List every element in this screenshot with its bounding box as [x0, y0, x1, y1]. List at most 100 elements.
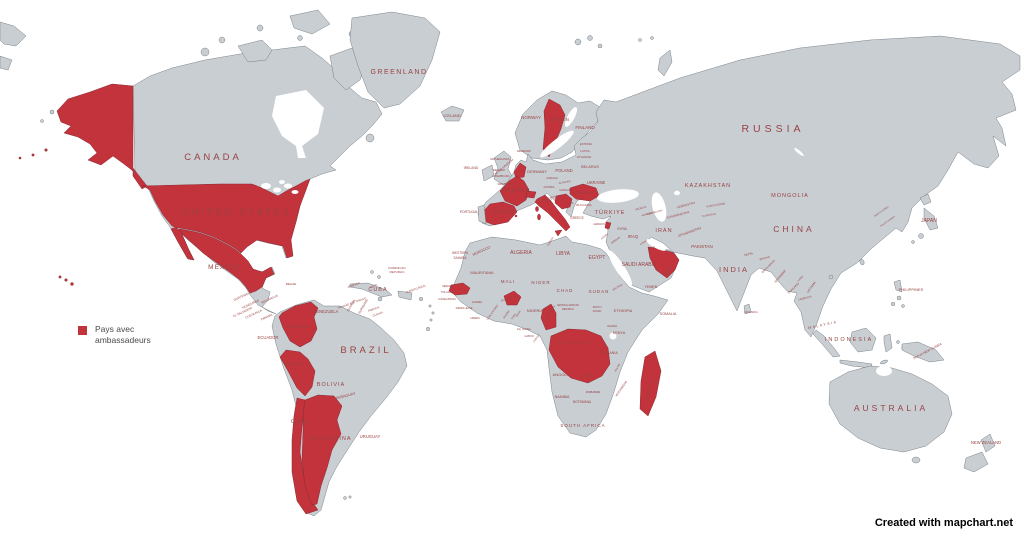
map-label-south-africa: SOUTH AFRICA — [560, 423, 605, 428]
island-falkland — [343, 496, 347, 500]
country-spain — [481, 201, 518, 226]
map-label-haiti: HAITI — [369, 283, 378, 289]
island-aleutian — [44, 148, 48, 152]
map-label-portugal: PORTUGAL — [460, 210, 479, 214]
map-label-laos: LAOS — [796, 274, 804, 282]
map-label-bolivia: BOLIVIA — [317, 382, 345, 388]
island-dot — [40, 119, 44, 123]
gulf-of-bothnia — [564, 107, 578, 127]
legend-label-line1: Pays avec — [95, 324, 135, 334]
map-label-zambia: ZAMBIA — [579, 374, 593, 378]
island-falkland — [348, 495, 352, 499]
map-label-peru: PERU — [285, 362, 304, 368]
island-kyushu — [918, 233, 924, 239]
map-label-kazakhstan: KAZAKHSTAN — [685, 183, 731, 189]
map-label-poland: POLAND — [555, 168, 572, 173]
country-mexico — [178, 228, 275, 294]
map-label-norway: NORWAY — [521, 115, 541, 120]
island-philippines-dot — [890, 301, 896, 307]
lake-victoria — [609, 332, 617, 340]
country-mexico-baja — [170, 226, 195, 261]
country-chile — [291, 397, 319, 515]
island-honshu — [923, 207, 939, 231]
map-label-belarus: BELARUS — [581, 165, 599, 169]
island-hokkaido — [919, 193, 932, 206]
island-sardinia — [537, 213, 541, 221]
map-label-guyana: GUYANA — [346, 298, 357, 312]
map-label-ukraine: UKRAINE — [587, 180, 606, 185]
map-label-spain: SPAIN — [493, 210, 516, 216]
map-label-cambodia: CAMBODIA — [798, 294, 813, 302]
map-label-benin: BENIN — [516, 310, 522, 317]
map-label-china: CHINA — [773, 224, 814, 234]
map-label-argentina: ARGENTINA — [310, 436, 351, 442]
island-sicily — [554, 229, 563, 237]
island-timor — [879, 359, 889, 365]
map-label-algeria: ALGERIA — [510, 250, 532, 256]
map-label-israel: ISRAEL — [600, 232, 609, 240]
map-label-czechia: CZECHIA — [546, 176, 558, 180]
water-layer — [261, 90, 892, 376]
map-label-jamaica: JAMAICA — [347, 281, 361, 289]
island-jamaica — [377, 296, 383, 302]
island-dot — [370, 270, 374, 274]
country-portugal — [477, 204, 487, 225]
map-label-iran: IRAN — [655, 228, 672, 234]
map-label-tajikistan: TAJIKISTAN — [701, 212, 716, 218]
map-label-cuba: CUBA — [368, 287, 387, 293]
baltic-sea — [540, 130, 574, 158]
landmass-layer — [0, 9, 1021, 517]
map-label-azerbaijan: AZERBAIJAN — [647, 209, 663, 216]
map-label-united-states: UNITED STATES — [183, 207, 292, 217]
map-label-australia: AUSTRALIA — [854, 403, 928, 413]
island-dot — [297, 35, 303, 41]
map-label-mongolia: MONGOLIA — [771, 193, 809, 199]
map-label-belize: BELIZE — [286, 282, 296, 286]
map-label-sudan: SUDAN — [593, 310, 602, 313]
country-switzerland — [525, 190, 537, 199]
island-dot — [431, 311, 435, 315]
map-label-morocco: MOROCCO — [472, 245, 491, 257]
island-dot — [200, 47, 210, 57]
map-label-dr-congo: DR CONGO — [558, 340, 591, 345]
great-lakes — [273, 187, 281, 193]
map-label-eq-guinea: EQ. GUINEA — [517, 328, 531, 331]
map-label-vietnam: VIETNAM — [806, 280, 817, 294]
aral-sea — [674, 190, 680, 196]
map-label-guinea: GUINEA — [472, 300, 483, 304]
map-label-zimbabwe: ZIMBABWE — [586, 390, 601, 394]
great-lakes — [261, 183, 271, 189]
map-label-sweden: SWEDEN — [549, 117, 569, 122]
island-hawaii — [58, 275, 62, 279]
map-label-egypt: EGYPT — [589, 255, 606, 261]
map-label-venezuela: VENEZUELA — [314, 309, 339, 314]
map-label-france: FRANCE — [502, 188, 531, 194]
map-label-luxembourg: LUXEMBOURG — [492, 175, 509, 178]
map-label-georgia: GEORGIA — [635, 205, 647, 211]
map-label-t-rkiye: TÜRKIYE — [595, 209, 626, 216]
map-label-costa-rica: COSTA RICA — [245, 308, 263, 319]
map-label-yemen: YEMEN — [645, 285, 658, 289]
map-label-qatar: QATAR — [648, 245, 656, 251]
map-label-oman: OMAN — [663, 266, 673, 277]
map-label-libya: LIBYA — [556, 251, 570, 257]
map-label-malaysia: MALAYSIA — [808, 320, 838, 330]
map-label-iraq: IRAQ — [628, 234, 639, 239]
island-svalbard — [574, 38, 582, 46]
island-aleutian — [31, 153, 35, 157]
island-new-guinea — [901, 341, 945, 363]
highlight-layer — [18, 83, 680, 515]
country-serbia — [554, 193, 573, 210]
map-label-latvia: LATVIA — [580, 149, 590, 153]
map-label-pakistan: PAKISTAN — [691, 244, 713, 249]
island-borneo — [849, 327, 877, 353]
map-label-jordan: JORDAN — [610, 235, 621, 244]
map-label-gabon: GABON — [524, 335, 533, 338]
map-label-the-gambia: THE GAMBIA — [441, 291, 456, 294]
map-label-slovakia: SLOVAKIA — [558, 179, 571, 185]
map-label-sri-lanka: SRI LANKA — [744, 310, 758, 314]
island-svalbard — [587, 35, 593, 41]
map-label-uruguay: URUGUAY — [360, 434, 381, 439]
map-label-turkmenistan: TURKMENISTAN — [666, 210, 690, 220]
map-label-indonesia: INDONESIA — [825, 337, 873, 343]
